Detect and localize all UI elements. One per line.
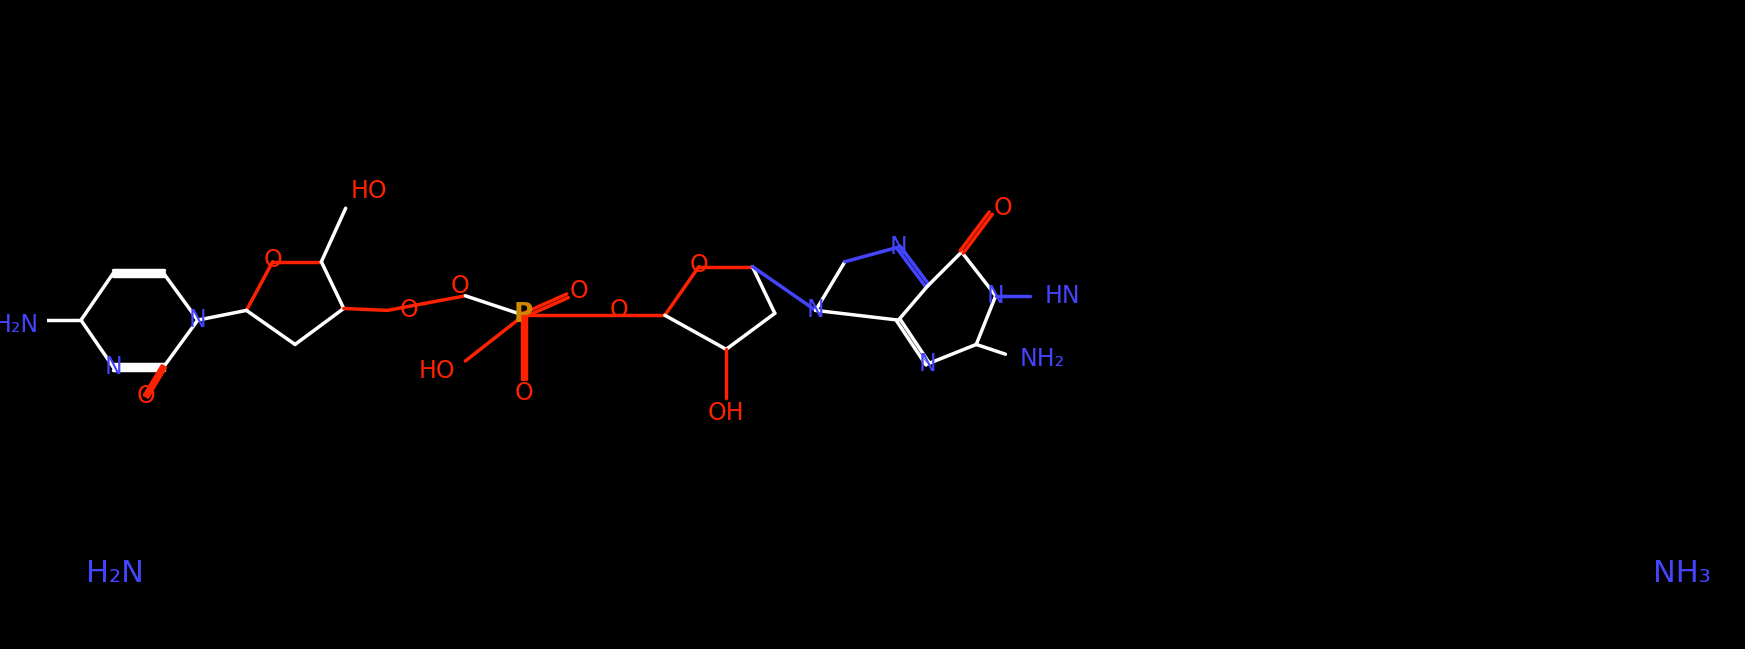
Text: HO: HO [419, 359, 455, 383]
Text: HN: HN [1044, 284, 1080, 308]
Text: HO: HO [351, 178, 387, 202]
Text: O: O [571, 279, 588, 303]
Text: N: N [890, 235, 907, 259]
Text: H₂N: H₂N [86, 559, 145, 587]
Text: O: O [689, 252, 708, 276]
Text: NH₃: NH₃ [1653, 559, 1710, 587]
Text: NH₂: NH₂ [1021, 347, 1064, 371]
Text: O: O [452, 274, 469, 298]
Text: N: N [918, 352, 937, 376]
Text: O: O [136, 384, 155, 408]
Text: OH: OH [708, 400, 745, 424]
Text: O: O [993, 196, 1012, 220]
Text: O: O [400, 299, 419, 323]
Text: N: N [806, 299, 825, 323]
Text: P: P [515, 302, 534, 328]
Text: N: N [988, 284, 1005, 308]
Text: N: N [188, 308, 206, 332]
Text: O: O [609, 299, 628, 323]
Text: H₂N: H₂N [0, 313, 38, 337]
Text: O: O [263, 248, 283, 272]
Text: N: N [105, 355, 122, 379]
Text: O: O [515, 381, 534, 405]
